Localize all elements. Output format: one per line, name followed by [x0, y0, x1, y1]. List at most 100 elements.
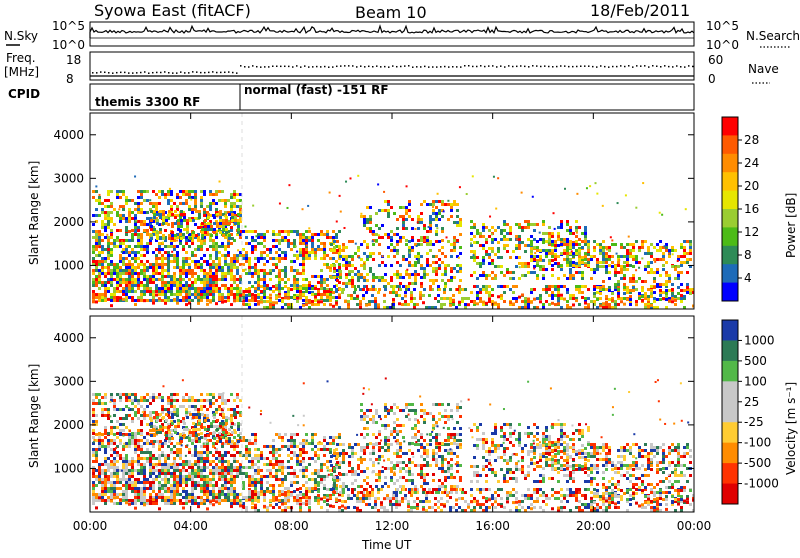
heatmap-cell	[179, 242, 182, 245]
heatmap-cell	[363, 267, 366, 270]
heatmap-cell	[234, 416, 237, 419]
heatmap-cell	[188, 496, 191, 499]
heatmap-cell	[428, 500, 431, 503]
heatmap-cell	[188, 266, 191, 269]
heatmap-cell	[668, 253, 670, 255]
heatmap-cell	[548, 303, 551, 306]
heatmap-cell	[168, 237, 171, 240]
heatmap-cell	[200, 263, 203, 266]
heatmap-cell	[423, 200, 426, 203]
heatmap-cell	[332, 230, 335, 233]
heatmap-cell	[348, 282, 351, 285]
heatmap-cell	[209, 405, 212, 408]
heatmap-cell	[188, 190, 191, 193]
heatmap-cell	[560, 243, 563, 246]
heatmap-cell	[275, 301, 278, 304]
heatmap-cell	[218, 405, 221, 408]
heatmap-cell	[110, 242, 113, 245]
heatmap-cell	[671, 249, 674, 252]
heatmap-cell	[608, 298, 611, 301]
heatmap-cell	[101, 211, 104, 214]
heatmap-cell	[158, 496, 161, 499]
heatmap-cell	[185, 469, 188, 472]
heatmap-cell	[396, 233, 399, 236]
heatmap-cell	[423, 239, 426, 242]
heatmap-cell	[689, 252, 692, 255]
heatmap-cell	[137, 245, 140, 248]
heatmap-cell	[524, 244, 527, 247]
freq-dot	[368, 66, 370, 68]
heatmap-cell	[308, 506, 311, 509]
heatmap-cell	[488, 247, 491, 250]
heatmap-cell	[224, 263, 227, 266]
heatmap-cell	[233, 490, 236, 493]
heatmap-cell	[131, 257, 134, 260]
heatmap-cell	[299, 506, 302, 509]
heatmap-cell	[98, 463, 101, 466]
heatmap-cell	[161, 478, 164, 481]
heatmap-cell	[587, 261, 590, 264]
heatmap-cell	[227, 493, 230, 496]
heatmap-cell	[237, 422, 240, 425]
heatmap-cell	[654, 261, 656, 263]
heatmap-cell	[224, 275, 227, 278]
heatmap-cell	[98, 293, 101, 296]
heatmap-cell	[198, 413, 201, 416]
heatmap-cell	[125, 457, 128, 460]
heatmap-cell	[134, 469, 137, 472]
heatmap-cell	[441, 246, 444, 249]
heatmap-cell	[140, 233, 143, 236]
heatmap-cell	[524, 274, 527, 277]
heatmap-cell	[197, 408, 200, 411]
heatmap-cell	[95, 293, 98, 296]
heatmap-cell	[417, 252, 420, 255]
heatmap-cell	[113, 463, 116, 466]
heatmap-cell	[143, 466, 146, 469]
heatmap-cell	[680, 294, 683, 297]
heatmap-cell	[512, 303, 515, 306]
heatmap-cell	[137, 481, 140, 484]
heatmap-cell	[338, 293, 341, 296]
heatmap-cell	[233, 460, 236, 463]
heatmap-cell	[563, 249, 566, 252]
heatmap-cell	[254, 299, 257, 302]
heatmap-cell	[116, 393, 119, 396]
heatmap-cell	[236, 499, 239, 502]
heatmap-cell	[104, 272, 107, 275]
heatmap-cell	[137, 478, 140, 481]
heatmap-cell	[155, 493, 158, 496]
heatmap-cell	[632, 255, 635, 258]
heatmap-cell	[566, 223, 569, 226]
heatmap-cell	[557, 294, 560, 297]
heatmap-cell	[503, 229, 506, 232]
heatmap-cell	[357, 273, 360, 276]
heatmap-cell	[587, 249, 590, 252]
heatmap-cell	[323, 299, 326, 302]
freq-dot	[228, 71, 230, 73]
heatmap-cell	[191, 439, 194, 442]
heatmap-cell	[176, 196, 179, 199]
heatmap-cell	[371, 491, 374, 494]
heatmap-cell	[578, 261, 581, 264]
heatmap-cell	[251, 285, 254, 288]
heatmap-cell	[158, 257, 161, 260]
heatmap-cell	[369, 221, 372, 224]
heatmap-cell	[140, 451, 143, 454]
heatmap-cell	[122, 475, 125, 478]
heatmap-cell	[435, 240, 438, 243]
heatmap-cell	[453, 243, 456, 246]
heatmap-cell	[500, 294, 503, 297]
heatmap-cell	[128, 396, 131, 399]
heatmap-cell	[116, 272, 119, 275]
heatmap-cell	[680, 246, 683, 249]
heatmap-cell	[494, 253, 497, 256]
heatmap-cell	[167, 202, 170, 205]
heatmap-cell	[206, 303, 209, 306]
heatmap-cell	[227, 290, 230, 293]
heatmap-cell	[219, 413, 222, 416]
heatmap-cell	[375, 212, 378, 215]
heatmap-cell	[248, 242, 251, 245]
heatmap-cell	[203, 451, 206, 454]
freq-dot	[488, 65, 490, 67]
heatmap-cell	[459, 186, 461, 188]
